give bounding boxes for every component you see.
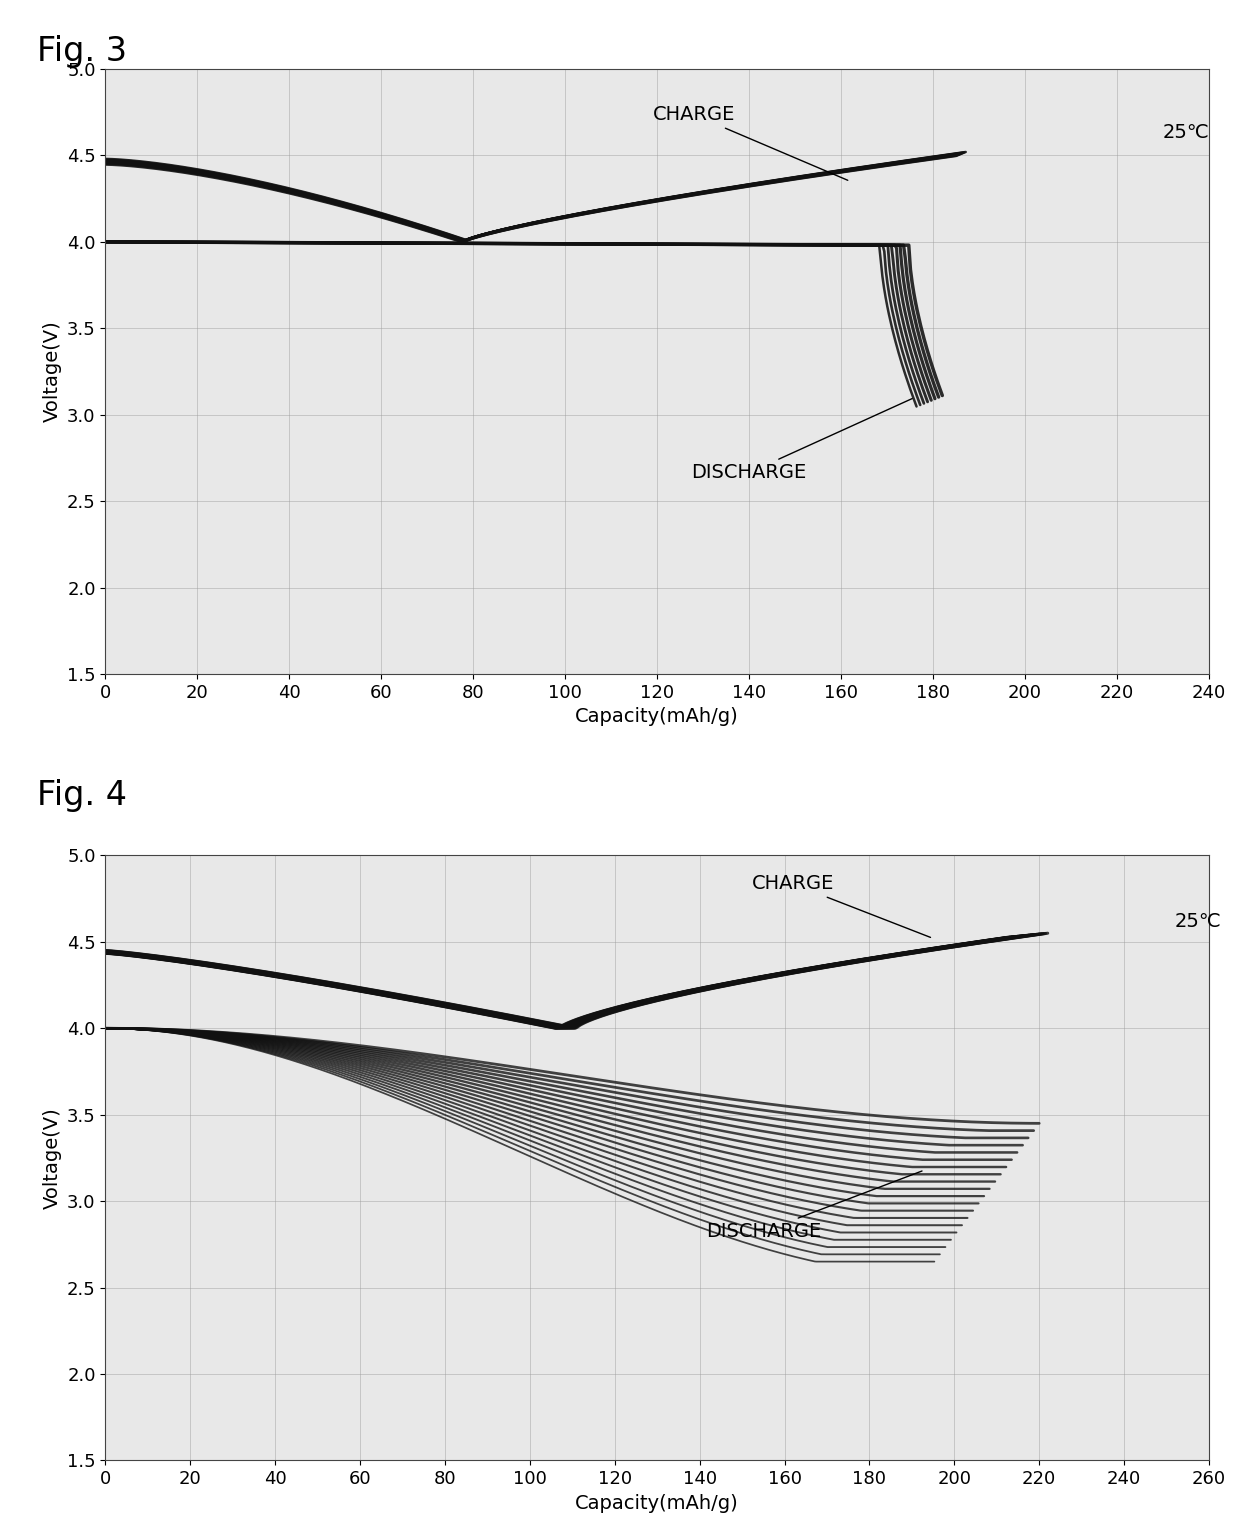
Text: 25℃: 25℃ [1163,123,1210,143]
X-axis label: Capacity(mAh/g): Capacity(mAh/g) [575,707,739,726]
X-axis label: Capacity(mAh/g): Capacity(mAh/g) [575,1494,739,1513]
Y-axis label: Voltage(V): Voltage(V) [42,321,61,422]
Text: Fig. 4: Fig. 4 [37,779,128,813]
Y-axis label: Voltage(V): Voltage(V) [42,1108,61,1209]
Text: DISCHARGE: DISCHARGE [692,399,913,482]
Text: CHARGE: CHARGE [652,106,848,181]
Text: 25℃: 25℃ [1176,911,1221,931]
Text: DISCHARGE: DISCHARGE [706,1170,923,1241]
Text: Fig. 3: Fig. 3 [37,35,128,69]
Text: CHARGE: CHARGE [751,874,930,937]
